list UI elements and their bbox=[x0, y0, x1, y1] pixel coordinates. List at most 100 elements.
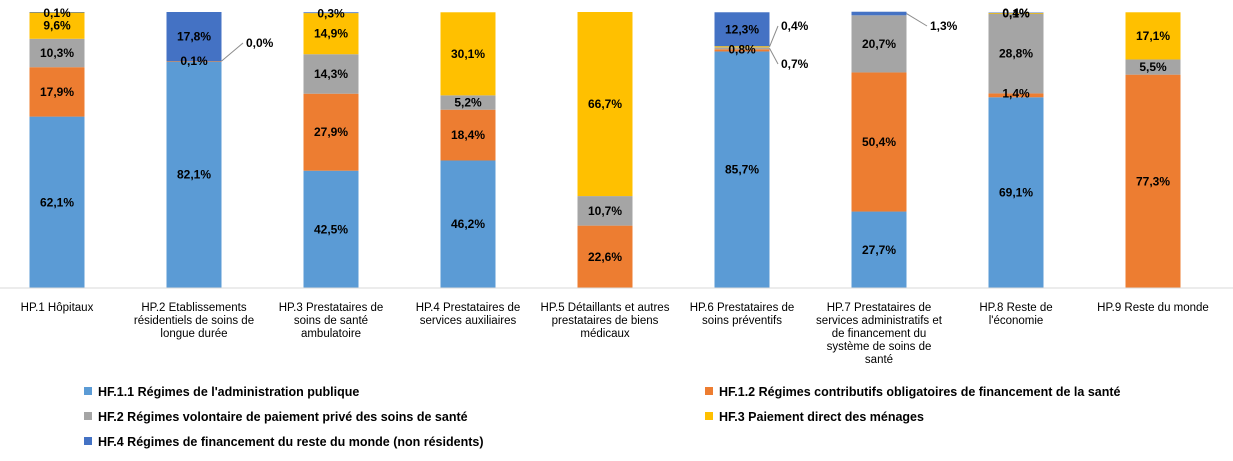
bar-segment bbox=[440, 160, 496, 288]
callout-leader-line bbox=[769, 48, 779, 65]
data-label: 0,4% bbox=[781, 19, 809, 33]
legend-label: HF.2 Régimes volontaire de paiement priv… bbox=[98, 410, 468, 424]
data-label: 22,6% bbox=[588, 250, 622, 264]
legend-swatch bbox=[84, 387, 92, 395]
data-label: 0,1% bbox=[180, 54, 208, 68]
legend-item: HF.3 Paiement direct des ménages bbox=[705, 410, 924, 424]
category-labels-layer: HP.1 Hôpitaux HP.2 Etablissements résident… bbox=[21, 302, 1209, 366]
data-label: 5,5% bbox=[1139, 60, 1167, 74]
bar-segment bbox=[29, 12, 85, 39]
data-label: 14,9% bbox=[314, 27, 348, 41]
legend-item: HF.1.2 Régimes contributifs obligatoires… bbox=[705, 385, 1121, 399]
data-label: 5,2% bbox=[454, 96, 482, 110]
bar-segment bbox=[714, 49, 770, 52]
bars-layer bbox=[29, 11, 1181, 289]
bar-segment bbox=[714, 46, 770, 48]
data-label: 50,4% bbox=[862, 135, 896, 149]
callouts-layer bbox=[221, 13, 928, 65]
data-label: 0,4% bbox=[1002, 6, 1030, 20]
bar-segment bbox=[440, 12, 496, 96]
data-label: 62,1% bbox=[40, 195, 74, 209]
data-label: 1,4% bbox=[1002, 86, 1030, 100]
bar-segment bbox=[988, 97, 1044, 288]
bar-segment bbox=[166, 61, 222, 289]
bar-segment bbox=[851, 72, 907, 212]
data-label: 12,3% bbox=[725, 22, 759, 36]
data-label: 28,8% bbox=[999, 47, 1033, 61]
bar-segment bbox=[851, 11, 907, 16]
bar-segment bbox=[303, 170, 359, 288]
legend-label: HF.1.2 Régimes contributifs obligatoires… bbox=[719, 385, 1121, 399]
data-label: 0,0% bbox=[246, 36, 274, 50]
bar-segment bbox=[29, 12, 85, 13]
data-label: 9,6% bbox=[43, 19, 71, 33]
legend-label: HF.4 Régimes de financement du reste du … bbox=[98, 435, 484, 449]
bar-segment bbox=[440, 109, 496, 161]
data-label: 77,3% bbox=[1136, 174, 1170, 188]
legend-item: HF.1.1 Régimes de l'administration publi… bbox=[84, 385, 359, 399]
data-label: 14,3% bbox=[314, 67, 348, 81]
bar-segment bbox=[988, 12, 1044, 14]
bar-segment bbox=[29, 116, 85, 288]
data-label: 30,1% bbox=[451, 47, 485, 61]
bar-segment bbox=[166, 61, 222, 62]
data-label: 10,3% bbox=[40, 46, 74, 60]
data-label: 0,7% bbox=[781, 57, 809, 71]
bar-segment bbox=[1125, 59, 1181, 75]
bar-segment bbox=[440, 95, 496, 110]
data-label: 0,8% bbox=[728, 42, 756, 56]
bar-segment bbox=[577, 225, 633, 288]
legend-label: HF.3 Paiement direct des ménages bbox=[719, 410, 924, 424]
bar-segment bbox=[303, 12, 359, 14]
data-label: 1,3% bbox=[930, 19, 958, 33]
legend-item: HF.2 Régimes volontaire de paiement priv… bbox=[84, 410, 468, 424]
bar-segment bbox=[29, 38, 85, 68]
bar-segment bbox=[166, 12, 222, 62]
category-label: HP.3 Prestataires de soins de santé ambula… bbox=[279, 302, 384, 340]
data-label: 82,1% bbox=[177, 168, 211, 182]
bar-segment bbox=[988, 13, 1044, 94]
legend: HF.1.1 Régimes de l'administration publi… bbox=[84, 385, 1121, 449]
data-labels-layer: 62,1% 17,9% 10,3% 9,6% 0,1% 82,1% 0,1% 0,0% 17,8… bbox=[40, 6, 1170, 264]
bar-segment bbox=[714, 12, 770, 47]
legend-label: HF.1.1 Régimes de l'administration publi… bbox=[98, 385, 359, 399]
category-label: HP.9 Reste du monde bbox=[1097, 302, 1209, 314]
legend-swatch bbox=[84, 437, 92, 445]
callout-leader-line bbox=[221, 42, 244, 62]
data-label: 46,2% bbox=[451, 217, 485, 231]
legend-item: HF.4 Régimes de financement du reste du … bbox=[84, 435, 484, 449]
data-label: 18,4% bbox=[451, 128, 485, 142]
data-label: 17,9% bbox=[40, 85, 74, 99]
category-label: HP.6 Prestataires de soins préventifs bbox=[690, 302, 795, 327]
data-label: 85,7% bbox=[725, 163, 759, 177]
callout-leader-line bbox=[906, 13, 928, 27]
category-label: HP.8 Reste de l'économie bbox=[979, 302, 1052, 327]
data-label: 17,8% bbox=[177, 30, 211, 44]
bar-segment bbox=[851, 211, 907, 288]
bar-segment bbox=[303, 93, 359, 171]
bar-segment bbox=[988, 93, 1044, 98]
data-label: 66,7% bbox=[588, 97, 622, 111]
legend-swatch bbox=[705, 412, 713, 420]
bar-segment bbox=[851, 15, 907, 73]
bar-segment bbox=[988, 12, 1044, 14]
bar-segment bbox=[577, 196, 633, 226]
category-label: HP.2 Etablissements résidentiels de soins… bbox=[134, 302, 254, 340]
bar-segment bbox=[714, 51, 770, 288]
bar-segment bbox=[1125, 12, 1181, 60]
bar-segment bbox=[29, 67, 85, 117]
bar-segment bbox=[714, 47, 770, 50]
data-label: 27,9% bbox=[314, 125, 348, 139]
data-label: 0,1% bbox=[1002, 7, 1030, 21]
data-label: 17,1% bbox=[1136, 29, 1170, 43]
category-label: HP.4 Prestataires de services auxiliaires bbox=[416, 302, 521, 327]
bar-segment bbox=[303, 13, 359, 55]
data-label: 69,1% bbox=[999, 186, 1033, 200]
bar-segment bbox=[1125, 74, 1181, 288]
callout-leader-line bbox=[769, 25, 779, 47]
data-label: 10,7% bbox=[588, 204, 622, 218]
data-label: 20,7% bbox=[862, 37, 896, 51]
bar-segment bbox=[577, 12, 633, 197]
category-label: HP.5 Détaillants et autres prestataires d… bbox=[541, 302, 670, 340]
